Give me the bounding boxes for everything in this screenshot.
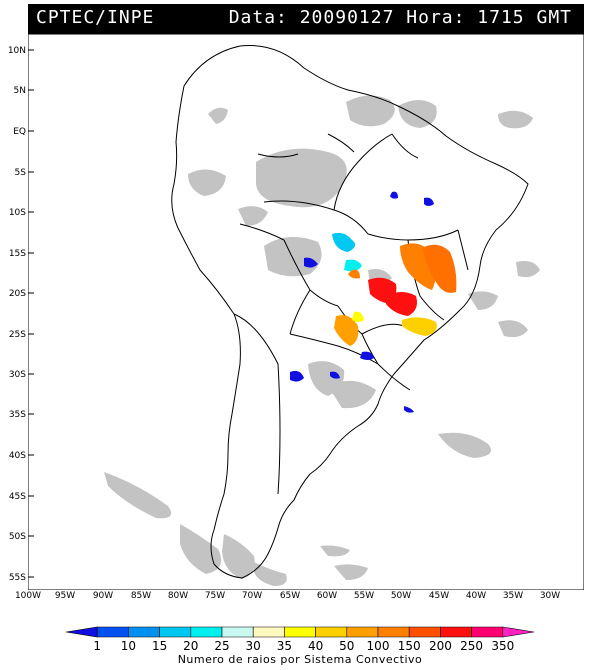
legend-value: 15 <box>152 639 167 653</box>
lat-label: 5N <box>14 86 26 96</box>
lat-label: 20S <box>9 289 26 299</box>
lat-label-column: 10N 5N EQ 5S 10S 15S 20S 25S 30S 35S 40S… <box>8 46 27 583</box>
datetime-label: Data: 20090127 Hora: 1715 GMT <box>229 7 572 28</box>
legend-swatch <box>65 626 98 638</box>
lon-label: 40W <box>466 591 486 601</box>
legend-swatch <box>440 626 472 638</box>
legend-swatch <box>128 626 160 638</box>
legend-labels: 1 10 15 20 25 30 35 40 50 100 150 200 250 350 <box>93 639 514 653</box>
lon-label: 80W <box>168 591 188 601</box>
lon-label: 55W <box>354 591 374 601</box>
legend-swatch <box>471 626 504 638</box>
lat-label: 25S <box>9 330 26 340</box>
source-label: CPTEC/INPE <box>36 7 155 28</box>
legend-value: 200 <box>429 639 452 653</box>
continent-borders <box>171 44 529 579</box>
lon-label: 60W <box>317 591 337 601</box>
lat-label: 50S <box>9 532 26 542</box>
lat-axis <box>28 49 34 578</box>
time-label: Hora: <box>406 7 466 28</box>
lon-label: 30W <box>540 591 560 601</box>
legend-value: 35 <box>277 639 292 653</box>
legend-title: Numero de raios por Sistema Convectivo <box>177 653 423 666</box>
lat-label: 35S <box>9 410 26 420</box>
cloud-cover <box>104 95 540 586</box>
lon-label: 75W <box>205 591 225 601</box>
legend-swatch <box>346 626 379 638</box>
lat-label: 45S <box>9 492 26 502</box>
legend-swatch <box>190 626 223 638</box>
legend-value: 10 <box>121 639 136 653</box>
lat-label: 15S <box>9 249 26 259</box>
legend-value: 20 <box>183 639 198 653</box>
lon-label: 100W <box>15 591 41 601</box>
legend-value: 150 <box>398 639 421 653</box>
lon-label: 45W <box>429 591 449 601</box>
lightning-clusters <box>290 191 457 413</box>
lon-label: 90W <box>93 591 113 601</box>
lon-label-row: 100W 95W 90W 85W 80W 75W 70W 65W 60W 55W… <box>15 591 560 601</box>
legend-swatch <box>408 626 441 638</box>
legend-swatch <box>96 626 129 638</box>
legend-value: 25 <box>214 639 229 653</box>
lat-label: 10S <box>9 208 26 218</box>
legend-swatches <box>65 626 535 638</box>
lon-label: 65W <box>280 591 300 601</box>
legend-swatch <box>159 626 192 638</box>
legend-value: 100 <box>367 639 390 653</box>
legend-swatch <box>221 626 254 638</box>
lon-label: 70W <box>242 591 262 601</box>
legend-value: 1 <box>93 639 101 653</box>
lat-label: 5S <box>15 168 27 178</box>
legend-swatch <box>252 626 285 638</box>
south-america-lightning-map <box>28 34 584 590</box>
legend-swatch <box>502 626 535 638</box>
color-legend: 1 10 15 20 25 30 35 40 50 100 150 200 250 350 <box>65 626 535 653</box>
lon-label: 85W <box>131 591 151 601</box>
lon-label: 35W <box>503 591 523 601</box>
legend-swatch <box>284 626 316 638</box>
legend-value: 30 <box>246 639 261 653</box>
lat-label: 55S <box>9 573 26 583</box>
legend-value: 250 <box>460 639 483 653</box>
legend-value: 40 <box>308 639 323 653</box>
lat-label: 30S <box>9 370 26 380</box>
date-label: Data: <box>228 7 288 28</box>
lat-label: EQ <box>13 127 26 137</box>
lat-label: 10N <box>8 46 26 56</box>
time-value: 1715 GMT <box>477 7 572 28</box>
legend-value: 50 <box>339 639 354 653</box>
legend-swatch <box>315 626 348 638</box>
date-value: 20090127 <box>299 7 395 28</box>
legend-value: 350 <box>491 639 514 653</box>
lon-label: 50W <box>391 591 411 601</box>
lon-label: 95W <box>55 591 75 601</box>
map-header: CPTEC/INPE Data: 20090127 Hora: 1715 GMT <box>28 4 584 34</box>
lat-label: 40S <box>9 451 26 461</box>
legend-swatch <box>377 626 410 638</box>
